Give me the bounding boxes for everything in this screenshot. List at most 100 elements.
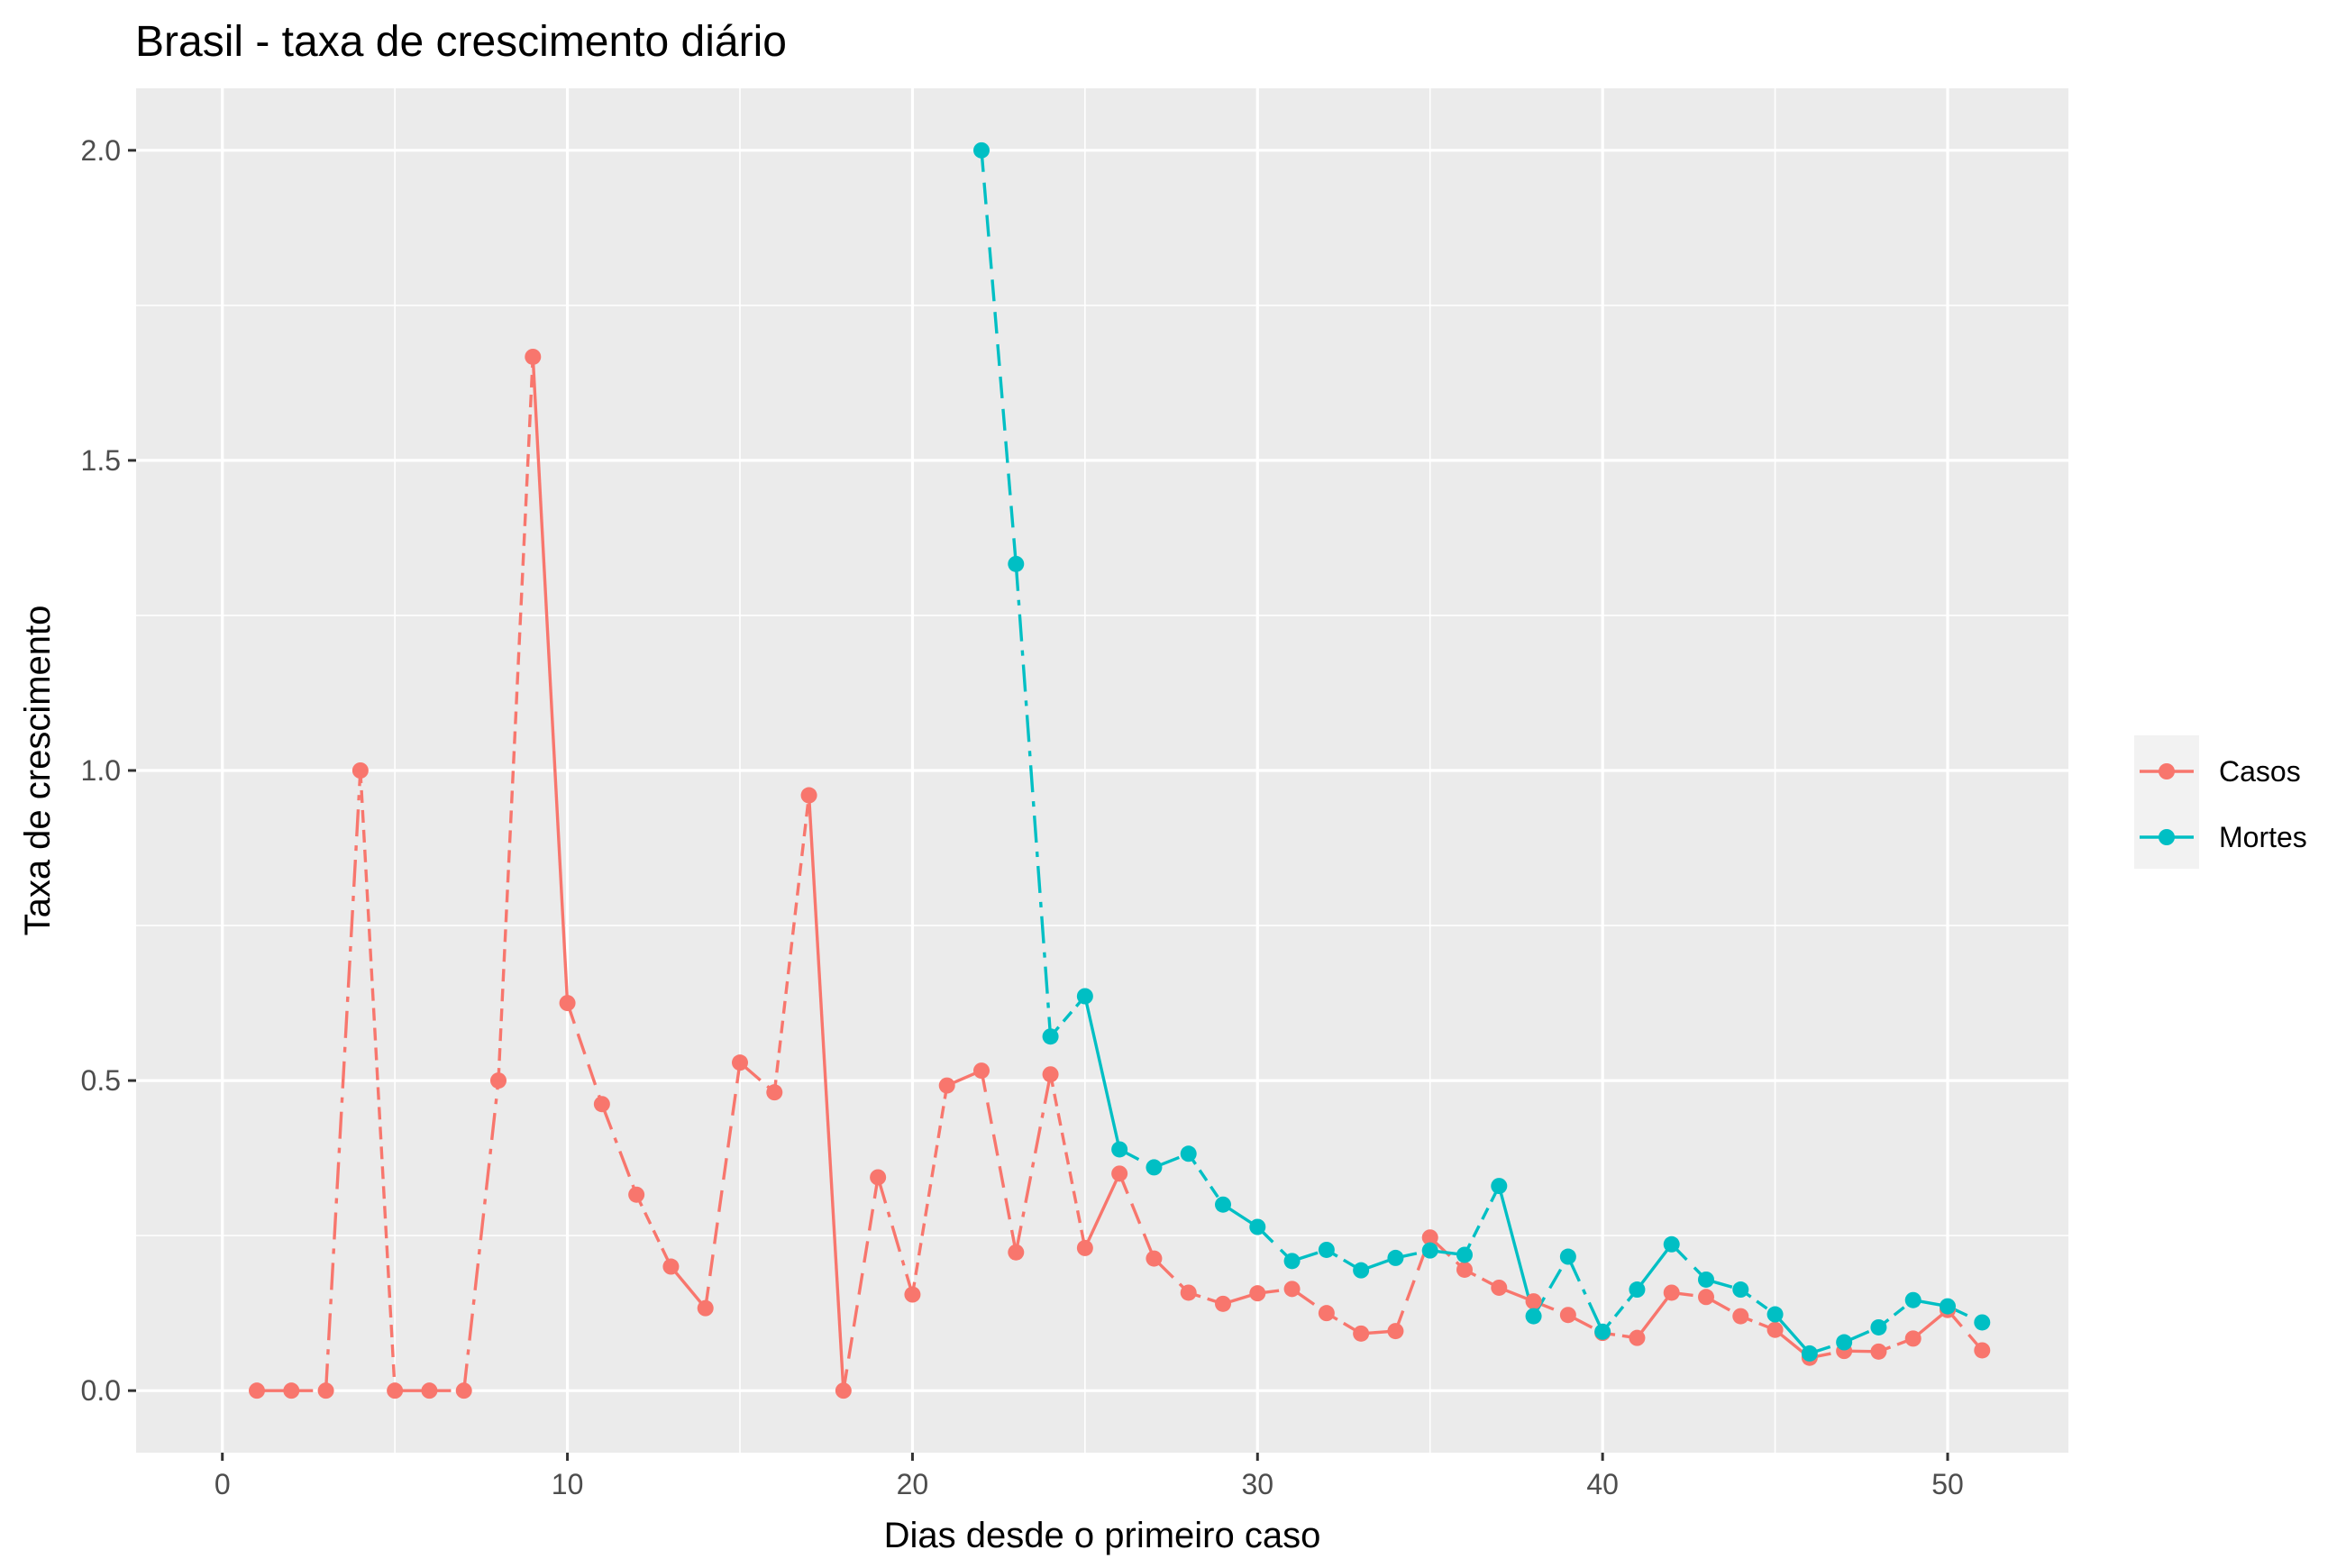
data-point-mortes [1146,1159,1163,1176]
data-point-mortes [1594,1323,1611,1340]
data-point-casos [387,1382,404,1399]
series-segment-casos [600,1103,638,1196]
data-point-casos [1318,1305,1335,1322]
data-point-casos [1559,1307,1576,1324]
data-point-mortes [1663,1235,1680,1253]
data-point-mortes [1111,1141,1128,1158]
series-segment-casos [704,1062,742,1308]
data-point-casos [559,995,576,1012]
legend-key-point [2159,829,2175,845]
data-point-casos [1974,1342,1991,1359]
legend-key-point [2159,763,2175,779]
data-point-casos [973,1062,990,1080]
series-segment-casos [1014,1073,1053,1253]
series-segment-casos [634,1193,672,1268]
series-segment-casos [876,1176,915,1295]
series-segment-mortes [1049,995,1087,1038]
data-point-mortes [1766,1306,1784,1323]
data-point-mortes [1076,988,1093,1005]
data-point-mortes [1180,1145,1197,1162]
data-point-casos [800,787,817,804]
y-axis-title: Taxa de crescimento [18,606,58,936]
data-point-casos [870,1169,887,1186]
data-point-mortes [1491,1178,1508,1195]
legend-label: Mortes [2219,821,2307,853]
chart-title: Brasil - taxa de crescimento diário [135,18,787,66]
legend-label: Casos [2219,755,2301,788]
x-tick-label: 50 [1931,1468,1964,1500]
data-point-casos [1525,1293,1542,1310]
y-tick-label: 1.0 [81,754,121,787]
data-point-mortes [1732,1281,1749,1299]
series-segment-mortes [1774,1313,1812,1355]
x-tick-label: 40 [1586,1468,1619,1500]
series-segment-casos [842,1177,880,1391]
series-segment-casos [462,1080,500,1391]
y-tick-label: 2.0 [81,134,121,167]
data-point-casos [1491,1279,1508,1296]
series-segment-mortes [1670,1243,1708,1281]
data-point-mortes [1008,555,1025,572]
data-point-casos [1042,1066,1059,1083]
data-point-mortes [1456,1246,1473,1263]
data-point-casos [593,1096,610,1113]
series-points [249,141,1991,1399]
data-point-casos [490,1072,507,1089]
data-point-casos [766,1084,783,1101]
data-point-casos [1008,1244,1025,1261]
major-gridlines [136,88,2068,1453]
data-point-mortes [1249,1218,1266,1235]
data-point-casos [249,1382,265,1399]
minor-gridlines [136,88,2068,1453]
data-point-casos [697,1299,714,1317]
series-segment-mortes [1187,1153,1225,1206]
series-segment-casos [497,356,534,1081]
data-point-mortes [1698,1271,1714,1288]
data-point-casos [525,348,542,365]
data-point-casos [732,1054,748,1071]
series-segment-mortes [1566,1255,1604,1333]
x-tick-label: 20 [897,1468,929,1500]
series-segment-mortes [1463,1185,1501,1256]
data-point-casos [1353,1325,1370,1342]
data-point-casos [455,1382,472,1399]
x-axis: 0 10 20 30 40 50 [215,1453,1964,1500]
series-segment-casos [772,795,811,1093]
data-point-casos [283,1382,300,1399]
data-point-casos [662,1258,680,1275]
data-point-mortes [1283,1253,1301,1270]
data-point-mortes [1525,1308,1542,1325]
data-point-casos [1629,1329,1646,1346]
legend-background [2134,735,2199,869]
series-segment-casos [1636,1291,1674,1339]
data-point-casos [835,1382,852,1399]
data-point-casos [1283,1281,1301,1298]
series-segment-casos [807,795,845,1391]
series-segment-casos [1946,1308,1984,1352]
data-point-casos [1180,1284,1197,1301]
series-segment-casos [1083,1172,1121,1249]
data-point-mortes [1870,1318,1887,1336]
data-point-casos [1732,1308,1749,1325]
series-segment-casos [910,1085,949,1295]
data-point-mortes [1353,1262,1370,1279]
data-point-mortes [1387,1249,1404,1266]
series-segment-mortes [980,150,1018,564]
data-point-casos [1076,1239,1093,1256]
data-point-casos [1421,1229,1438,1246]
data-point-mortes [1629,1281,1646,1299]
series-segment-mortes [1497,1185,1536,1317]
data-point-casos [1870,1343,1887,1360]
y-axis: 0.0 0.5 1.0 1.5 2.0 [81,134,136,1407]
data-point-casos [1766,1321,1784,1338]
y-tick-label: 0.0 [81,1374,121,1407]
series-segment-casos [1118,1172,1156,1260]
data-point-mortes [1559,1248,1576,1265]
data-point-casos [938,1077,955,1094]
x-tick-label: 10 [552,1468,584,1500]
series-segment-mortes [1636,1243,1674,1291]
series-segment-casos [359,770,397,1391]
data-point-casos [1215,1295,1231,1312]
data-point-casos [628,1186,645,1203]
